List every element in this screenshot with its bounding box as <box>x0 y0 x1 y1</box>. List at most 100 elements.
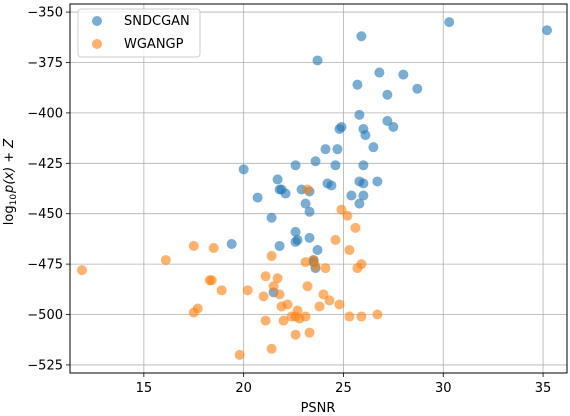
axis-ticks: 15 20 25 30 35 −350 −375 −400 −425 −450 −475 −500 −5… <box>27 6 551 396</box>
point-wgangp <box>302 184 313 195</box>
x-axis-label: PSNR <box>301 401 336 416</box>
point-sndcgan <box>382 89 393 100</box>
point-wgangp <box>282 299 293 310</box>
point-wgangp <box>334 299 345 310</box>
data-points <box>76 17 553 360</box>
point-wgangp <box>290 329 301 340</box>
point-wgangp <box>268 281 279 292</box>
point-wgangp <box>344 311 355 322</box>
point-wgangp <box>208 242 219 253</box>
point-sndcgan <box>346 190 357 201</box>
point-wgangp <box>274 289 285 300</box>
point-sndcgan <box>330 160 341 171</box>
y-tick-label: −400 <box>27 106 63 121</box>
point-sndcgan <box>312 245 323 255</box>
legend-marker-wgangp <box>92 39 102 49</box>
point-sndcgan <box>444 17 455 28</box>
point-wgangp <box>344 245 355 255</box>
x-tick-label: 25 <box>335 381 352 396</box>
point-wgangp <box>320 263 331 274</box>
point-wgangp <box>304 327 315 338</box>
x-tick-label: 20 <box>235 381 252 396</box>
point-wgangp <box>216 285 227 296</box>
legend-label-sndcgan: SNDCGAN <box>124 14 190 29</box>
point-wgangp <box>310 261 321 272</box>
point-sndcgan <box>300 198 311 209</box>
point-sndcgan <box>542 25 553 36</box>
point-sndcgan <box>312 55 323 66</box>
point-wgangp <box>192 303 203 314</box>
point-wgangp <box>356 311 367 322</box>
legend-marker-sndcgan <box>92 16 102 26</box>
point-sndcgan <box>290 226 301 237</box>
point-sndcgan <box>358 190 369 201</box>
x-tick-label: 15 <box>136 381 153 396</box>
point-wgangp <box>356 259 367 270</box>
point-sndcgan <box>274 240 285 251</box>
point-wgangp <box>272 273 283 284</box>
point-sndcgan <box>356 31 367 42</box>
point-sndcgan <box>280 188 291 199</box>
x-tick-label: 35 <box>535 381 552 396</box>
legend: SNDCGAN WGANGP <box>77 8 201 58</box>
point-sndcgan <box>304 206 315 217</box>
y-tick-label: −475 <box>27 258 63 273</box>
y-tick-label: −525 <box>27 358 63 373</box>
point-sndcgan <box>238 164 249 175</box>
point-sndcgan <box>388 122 399 132</box>
point-sndcgan <box>326 180 337 191</box>
point-wgangp <box>258 291 269 302</box>
point-wgangp <box>314 301 325 312</box>
point-sndcgan <box>360 130 371 141</box>
point-sndcgan <box>332 144 343 155</box>
point-wgangp <box>260 315 271 326</box>
point-sndcgan <box>352 79 363 90</box>
point-sndcgan <box>304 232 315 243</box>
x-tick-label: 30 <box>435 381 452 396</box>
point-wgangp <box>292 305 303 316</box>
plot-frame <box>69 3 568 374</box>
point-wgangp <box>300 311 311 322</box>
point-wgangp <box>324 295 335 306</box>
point-sndcgan <box>266 212 277 223</box>
y-axis-label-rest: p(x) + Z <box>2 138 17 194</box>
point-sndcgan <box>358 178 369 189</box>
point-wgangp <box>278 315 289 326</box>
y-tick-label: −425 <box>27 157 63 172</box>
point-wgangp <box>342 210 353 221</box>
point-sndcgan <box>374 67 385 78</box>
point-wgangp <box>234 349 245 360</box>
y-tick-label: −375 <box>27 56 63 71</box>
point-wgangp <box>372 309 383 320</box>
point-sndcgan <box>398 69 409 80</box>
point-sndcgan <box>354 109 365 120</box>
point-sndcgan <box>290 160 301 171</box>
point-sndcgan <box>372 176 383 187</box>
point-sndcgan <box>272 174 283 185</box>
point-wgangp <box>266 251 277 262</box>
y-tick-label: −350 <box>27 6 63 21</box>
point-sndcgan <box>226 238 237 249</box>
point-wgangp <box>206 275 217 286</box>
point-wgangp <box>300 257 311 268</box>
point-sndcgan <box>310 156 321 167</box>
point-sndcgan <box>320 144 331 155</box>
y-tick-label: −500 <box>27 308 63 323</box>
point-wgangp <box>260 271 271 282</box>
point-sndcgan <box>358 160 369 171</box>
point-wgangp <box>350 222 361 233</box>
point-wgangp <box>242 285 253 296</box>
point-sndcgan <box>290 236 301 247</box>
point-wgangp <box>188 240 199 251</box>
legend-label-wgangp: WGANGP <box>124 37 184 52</box>
y-axis-label-base: 10 <box>9 194 19 206</box>
y-axis-label: log10p(x) + Z <box>2 138 19 226</box>
point-wgangp <box>302 281 313 292</box>
legend-box <box>77 8 201 58</box>
point-wgangp <box>76 265 87 276</box>
y-axis-label-log: log <box>2 205 17 225</box>
point-wgangp <box>330 234 341 245</box>
point-sndcgan <box>334 124 345 135</box>
point-sndcgan <box>354 198 365 209</box>
